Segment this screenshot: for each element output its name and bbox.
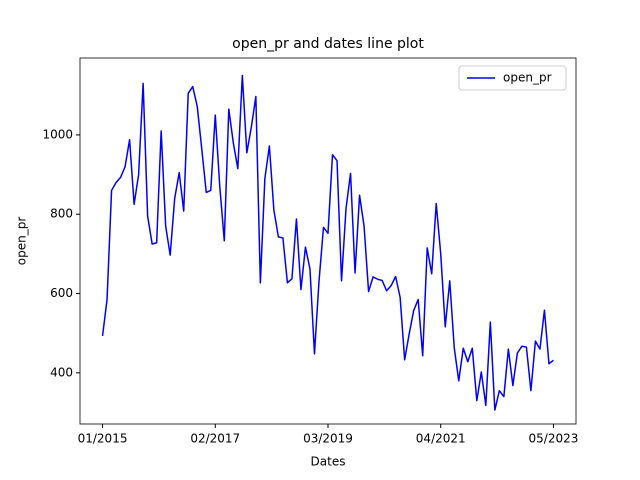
x-tick-label: 03/2019 — [303, 432, 353, 446]
x-tick-label: 05/2023 — [529, 432, 579, 446]
legend-box — [458, 65, 567, 91]
x-tick-label: 04/2021 — [416, 432, 466, 446]
y-axis-label: open_pr — [15, 217, 29, 266]
x-tick-label: 01/2015 — [78, 432, 128, 446]
chart-title: open_pr and dates line plot — [232, 36, 424, 52]
y-tick-label: 1000 — [42, 127, 73, 141]
y-tick-label: 400 — [50, 365, 73, 379]
y-tick-label: 800 — [50, 207, 73, 221]
x-tick-label: 02/2017 — [190, 432, 240, 446]
legend-label: open_pr — [503, 71, 552, 85]
x-axis-label: Dates — [311, 455, 346, 469]
data-line — [101, 74, 554, 411]
plot-frame — [79, 57, 577, 425]
y-tick-label: 600 — [50, 286, 73, 300]
